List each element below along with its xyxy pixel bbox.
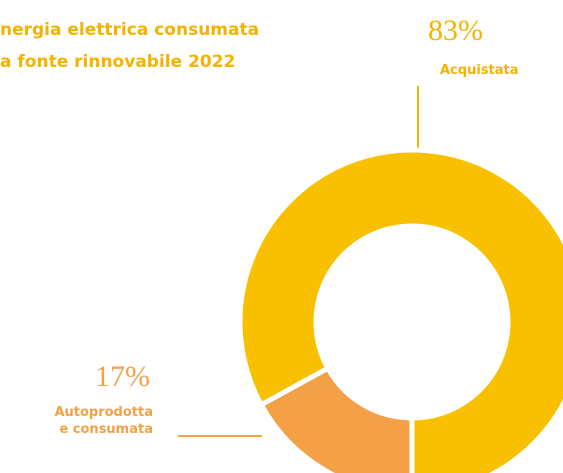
donut-slice xyxy=(237,147,563,473)
chart-title: nergia elettrica consumata xyxy=(0,20,260,40)
chart-title: a fonte rinnovabile 2022 xyxy=(0,52,236,72)
value-label: 83% xyxy=(428,14,483,47)
donut-slice xyxy=(257,364,415,473)
category-label: Autoprodotta e consumata xyxy=(54,405,153,437)
value-label: 17% xyxy=(95,360,150,393)
category-label: Acquistata xyxy=(440,63,519,78)
